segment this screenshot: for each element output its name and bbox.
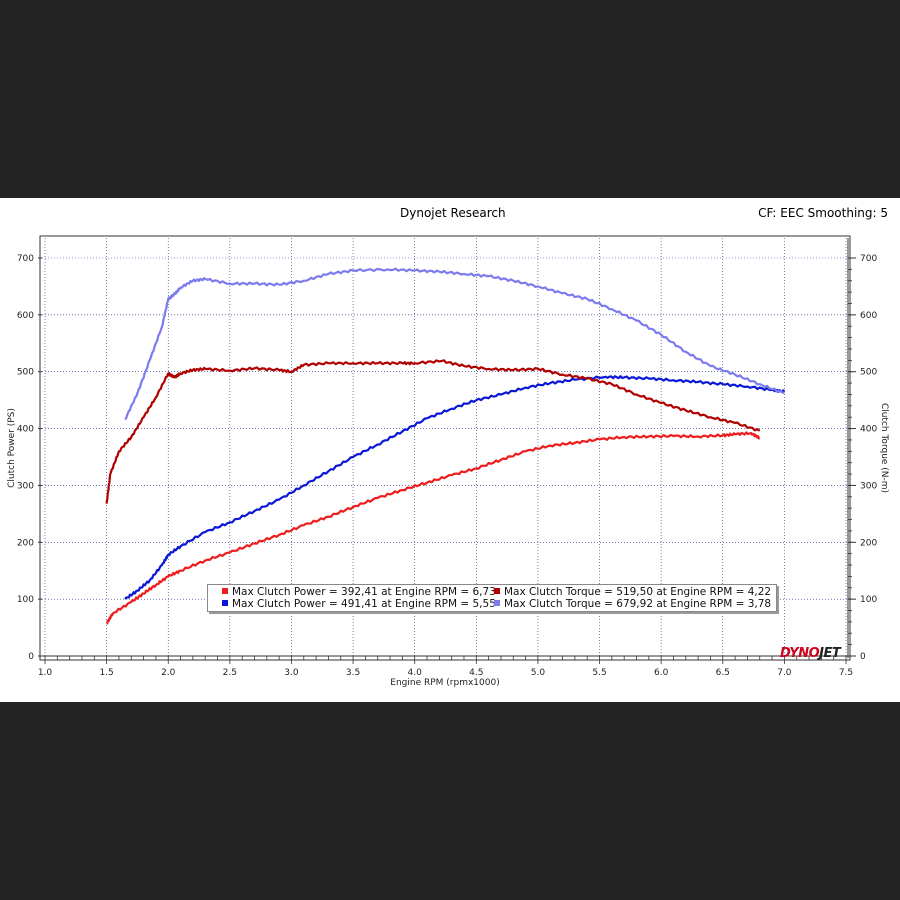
chart-svg: Engine RPM (rpmx1000) Clutch Power (PS) … — [7, 235, 889, 688]
x-tick-label: 3.0 — [284, 668, 299, 678]
x-tick-label: 7.0 — [777, 668, 792, 678]
power-series-red — [106, 431, 760, 625]
legend-swatch — [494, 588, 500, 594]
chart-title: Dynojet Research — [400, 206, 506, 220]
y-axis-label-right: Clutch Torque (N-m) — [879, 403, 889, 493]
x-tick-label: 5.5 — [592, 668, 606, 678]
legend-label: Max Clutch Power = 491,41 at Engine RPM … — [232, 598, 496, 610]
x-tick-label: 6.5 — [716, 668, 730, 678]
y-tick-label-left: 200 — [17, 538, 34, 548]
x-tick-label: 5.0 — [531, 668, 546, 678]
torque-series-darkred — [105, 359, 761, 504]
smoothing-info: CF: EEC Smoothing: 5 — [758, 206, 888, 220]
x-tick-label: 6.0 — [654, 668, 669, 678]
y-tick-label-left: 100 — [17, 595, 34, 605]
legend-label: Max Clutch Power = 392,41 at Engine RPM … — [232, 586, 496, 598]
y-tick-label-right: 500 — [860, 368, 877, 378]
y-tick-label-left: 500 — [17, 368, 34, 378]
legend: Max Clutch Power = 392,41 at Engine RPM … — [207, 584, 777, 612]
legend-item-torque-2: Max Clutch Torque = 679,92 at Engine RPM… — [494, 598, 771, 610]
x-tick-label: 7.5 — [839, 668, 853, 678]
y-tick-label-right: 400 — [860, 425, 877, 435]
x-tick-label: 1.0 — [38, 668, 53, 678]
chart-panel: Dynojet Research CF: EEC Smoothing: 5 En… — [0, 198, 900, 702]
legend-item-power-2: Max Clutch Power = 491,41 at Engine RPM … — [222, 598, 496, 610]
legend-item-power-1: Max Clutch Power = 392,41 at Engine RPM … — [222, 586, 496, 598]
series-lines — [105, 267, 786, 625]
legend-swatch — [494, 600, 500, 606]
torque-series-lightblue — [124, 267, 785, 421]
legend-item-torque-1: Max Clutch Torque = 519,50 at Engine RPM… — [494, 586, 771, 598]
y-tick-label-left: 600 — [17, 311, 34, 321]
y-tick-label-right: 100 — [860, 595, 877, 605]
y-tick-label-right: 600 — [860, 311, 877, 321]
y-tick-label-left: 700 — [17, 254, 34, 264]
y-tick-label-right: 0 — [860, 652, 866, 662]
y-tick-label-right: 200 — [860, 538, 877, 548]
x-axis-label: Engine RPM (rpmx1000) — [390, 678, 499, 688]
power-series-blue — [124, 375, 786, 600]
y-tick-label-right: 300 — [860, 481, 877, 491]
x-tick-label: 4.0 — [408, 668, 423, 678]
tick-marks — [38, 238, 856, 664]
x-tick-label: 2.5 — [223, 668, 237, 678]
x-tick-label: 4.5 — [469, 668, 483, 678]
legend-swatch — [222, 588, 228, 594]
x-tick-label: 2.0 — [161, 668, 176, 678]
y-tick-label-left: 300 — [17, 481, 34, 491]
y-axis-label-left: Clutch Power (PS) — [7, 408, 17, 488]
x-tick-label: 1.5 — [99, 668, 113, 678]
y-tick-label-right: 700 — [860, 254, 877, 264]
y-tick-label-left: 400 — [17, 425, 34, 435]
legend-swatch — [222, 600, 228, 606]
y-tick-label-left: 0 — [28, 652, 34, 662]
legend-label: Max Clutch Torque = 679,92 at Engine RPM… — [504, 598, 772, 610]
legend-label: Max Clutch Torque = 519,50 at Engine RPM… — [504, 586, 772, 598]
dynojet-logo: DYNOJET — [780, 646, 841, 661]
x-tick-label: 3.5 — [346, 668, 360, 678]
